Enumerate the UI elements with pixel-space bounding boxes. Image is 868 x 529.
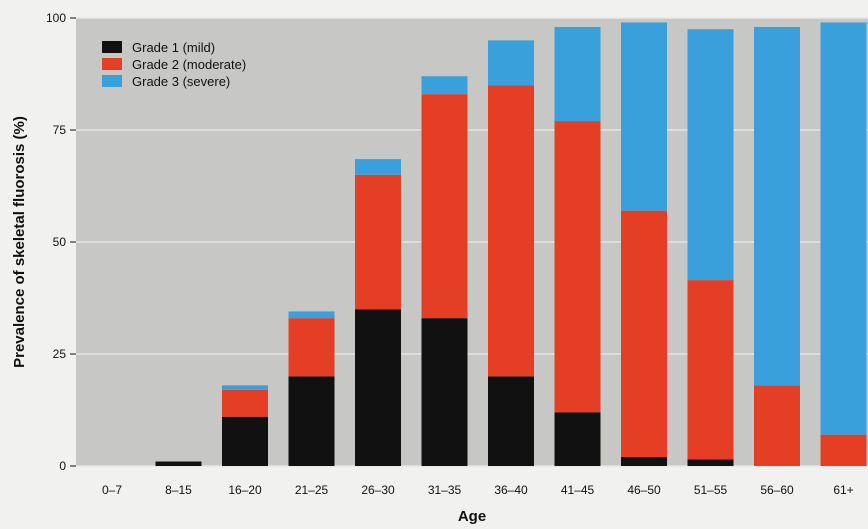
x-tick-label-26–30: 26–30 — [361, 483, 395, 497]
y-tick-label-100: 100 — [46, 11, 66, 25]
y-tick-label-75: 75 — [53, 123, 67, 137]
bar-26–30-series-1 — [355, 309, 401, 466]
y-axis-ticks: 0 25 50 75 100 — [46, 11, 76, 473]
bar-51–55-series-3 — [687, 29, 734, 281]
bar-21–25-series-2 — [288, 318, 335, 377]
y-tick-label-50: 50 — [53, 235, 67, 249]
bar-51–55-series-1 — [687, 459, 734, 466]
legend-swatch-1 — [102, 41, 122, 53]
bar-16–20-series-3 — [222, 385, 268, 390]
x-tick-label-21–25: 21–25 — [295, 483, 329, 497]
bar-56–60-series-3 — [754, 26, 800, 386]
legend-swatch-2 — [102, 58, 122, 70]
x-tick-label-61+: 61+ — [833, 483, 853, 497]
bar-26–30-series-3 — [355, 159, 401, 175]
bar-36–40-series-3 — [488, 40, 534, 86]
x-tick-label-31–35: 31–35 — [428, 483, 462, 497]
x-tick-label-41–45: 41–45 — [561, 483, 595, 497]
bar-46–50-series-3 — [621, 22, 667, 211]
y-tick-label-0: 0 — [59, 459, 66, 473]
bar-16–20-series-2 — [222, 389, 268, 417]
bar-41–45-series-2 — [554, 121, 601, 413]
x-tick-label-36–40: 36–40 — [494, 483, 528, 497]
x-tick-label-0–7: 0–7 — [102, 483, 122, 497]
x-axis-ticks: 0–7 8–15 16–20 21–25 26–30 31–35 36–40 41–45 46–… — [102, 483, 854, 497]
bar-61+-series-3 — [820, 22, 867, 435]
x-tick-label-56–60: 56–60 — [760, 483, 794, 497]
legend-swatch-3 — [102, 75, 122, 87]
bar-41–45-series-1 — [554, 412, 601, 466]
legend-label-1: Grade 1 (mild) — [132, 40, 215, 55]
x-tick-label-51–55: 51–55 — [694, 483, 728, 497]
x-tick-label-46–50: 46–50 — [627, 483, 661, 497]
bars — [155, 22, 867, 466]
legend-label-2: Grade 2 (moderate) — [132, 57, 246, 72]
bar-31–35-series-1 — [421, 318, 468, 466]
y-tick-label-25: 25 — [53, 347, 67, 361]
bar-31–35-series-3 — [421, 76, 468, 95]
bar-41–45-series-3 — [554, 26, 601, 122]
bar-51–55-series-2 — [687, 280, 734, 460]
bar-31–35-series-2 — [421, 94, 468, 319]
x-tick-label-16–20: 16–20 — [228, 483, 262, 497]
bar-46–50-series-1 — [621, 457, 667, 466]
x-axis-title: Age — [458, 508, 486, 525]
bar-21–25-series-3 — [288, 311, 335, 319]
bar-8–15-series-1 — [155, 461, 202, 466]
bar-36–40-series-1 — [488, 376, 534, 466]
x-tick-label-8–15: 8–15 — [165, 483, 192, 497]
bar-36–40-series-2 — [488, 85, 534, 377]
bar-26–30-series-2 — [355, 174, 401, 310]
y-axis-title: Prevalence of skeletal fluorosis (%) — [11, 116, 28, 368]
bar-46–50-series-2 — [621, 210, 667, 458]
legend-label-3: Grade 3 (severe) — [132, 74, 230, 89]
bar-56–60-series-2 — [754, 385, 800, 466]
bar-61+-series-2 — [820, 434, 867, 466]
gridlines — [76, 17, 868, 467]
bar-21–25-series-1 — [288, 376, 335, 466]
legend: Grade 1 (mild) Grade 2 (moderate) Grade 3 … — [94, 37, 262, 97]
bar-16–20-series-1 — [222, 416, 268, 466]
